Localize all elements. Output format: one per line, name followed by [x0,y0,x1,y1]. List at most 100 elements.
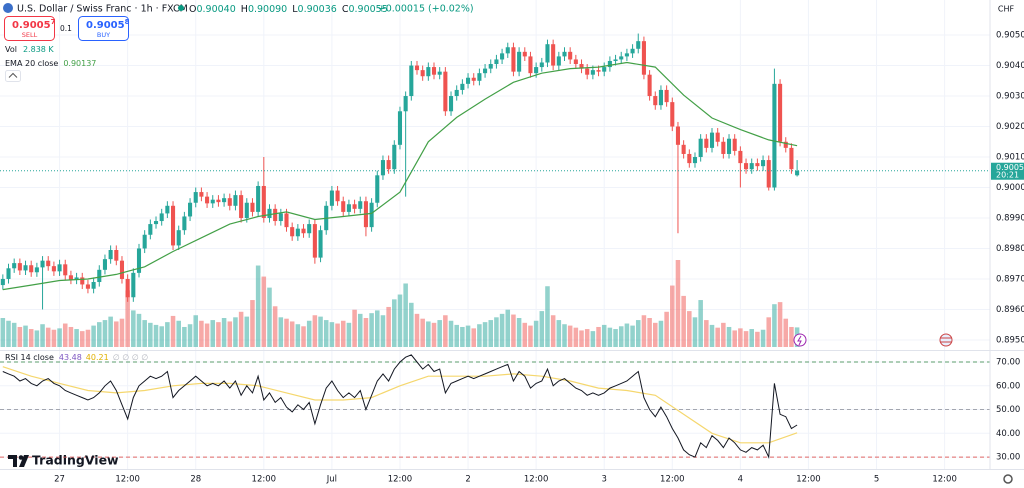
volume-bar [34,330,40,347]
volume-bar [204,323,210,347]
events-icon-bolt[interactable] [797,335,802,346]
volume-bar [658,320,664,347]
candle-body [681,144,686,154]
volume-bar [641,315,647,347]
volume-bar [148,322,153,347]
volume-bar [199,320,204,347]
candle-body [539,62,544,68]
volume-bar [295,324,301,347]
candle-body [732,138,737,151]
candle-body [205,196,210,204]
rsi-tick-label: 70.00 [996,357,1020,367]
economic-flag[interactable] [939,333,953,347]
buy-label[interactable]: BUY [97,31,110,39]
candle-body [341,201,346,212]
collapse-icon[interactable] [8,72,18,78]
y-tick-label: 0.90500 [996,31,1024,41]
volume-bar [420,318,425,347]
volume-bar [335,323,340,347]
sell-label[interactable]: SELL [22,31,38,39]
volume-bar [607,327,613,347]
candle-body [431,67,437,75]
candle-body [369,202,374,228]
sell-pip[interactable]: 7 [51,18,56,26]
candle-body [528,56,533,74]
collapse-button[interactable] [5,70,21,82]
sell-button[interactable]: 0.90057 SELL [4,16,56,41]
symbol-flag [3,3,13,13]
candle-body [448,96,454,112]
countdown-label: 20:21 [996,171,1019,180]
volume-bar [454,324,459,347]
candle-body [17,263,22,271]
events-icon[interactable] [793,333,807,347]
candle-body [380,160,385,176]
volume-bar [62,323,68,347]
volume-bar [573,327,579,347]
economic-flag-stripes [940,337,952,343]
x-tick-label: 2 [465,475,470,485]
sell-price[interactable]: 0.90057 [12,18,56,31]
candle-body [596,70,601,72]
price-change: +0.00015 (+0.02%) [378,4,474,15]
buy-button[interactable]: 0.90058 BUY [78,16,130,41]
volume-bar [618,326,624,347]
buy-price[interactable]: 0.90058 [86,18,130,31]
buy-price-main[interactable]: 0.9005 [86,20,125,31]
candle-body [261,185,266,218]
candle-body [46,260,51,267]
candle-body [664,89,669,103]
buy-box[interactable] [78,16,129,41]
ohlc-text: O0.90040 H0.90090 L0.90036 C0.90055 [189,4,388,15]
candle-body [624,53,629,57]
candle-body [619,56,624,60]
candle-body [239,195,244,218]
sell-price-main[interactable]: 0.9005 [12,20,51,31]
buy-pip[interactable]: 8 [125,18,130,26]
logo-dot [18,455,24,460]
x-tick-label: 27 [54,475,65,485]
volume-bar [777,302,783,347]
candle-body [290,227,295,237]
settings-icon[interactable] [1003,474,1013,484]
candle-body [585,68,590,75]
sell-box[interactable] [4,16,55,41]
ohlc-row: O0.90040 H0.90090 L0.90036 C0.90055 [189,4,388,15]
volume-bar [153,324,159,347]
candle-body [182,216,187,231]
volume-bar [233,317,238,347]
volume-bar [45,327,51,347]
volume-bar [352,309,357,347]
volume-bar [403,283,408,347]
volume-bar [743,331,749,347]
volume-bar [170,315,176,347]
volume-bar [516,318,522,347]
candle-body [460,83,465,90]
volume-bar [460,326,465,347]
rsi-value: 43.48 [59,353,82,362]
candle-body [216,199,221,203]
candle-body [51,266,56,272]
volume-bar [323,320,329,347]
rsi-name: RSI 14 close [5,353,54,362]
candle-body [392,144,397,170]
candle-body [250,202,255,212]
volume-bar [692,317,698,347]
candle-body [397,111,403,145]
volume-bar [301,326,306,347]
volume-bar [119,318,125,347]
volume-bar [505,309,511,347]
candle-body [607,60,612,68]
volume-bar [522,322,528,347]
volume-bar [590,331,596,347]
volume-bar [556,320,562,347]
candle-body [675,126,681,145]
volume-bar [136,313,142,347]
candle-body [692,157,698,164]
candle-body [772,83,777,188]
candle-body [704,138,709,148]
candle-body [466,77,471,84]
volume-bar [244,316,250,347]
volume-bar [142,320,147,347]
